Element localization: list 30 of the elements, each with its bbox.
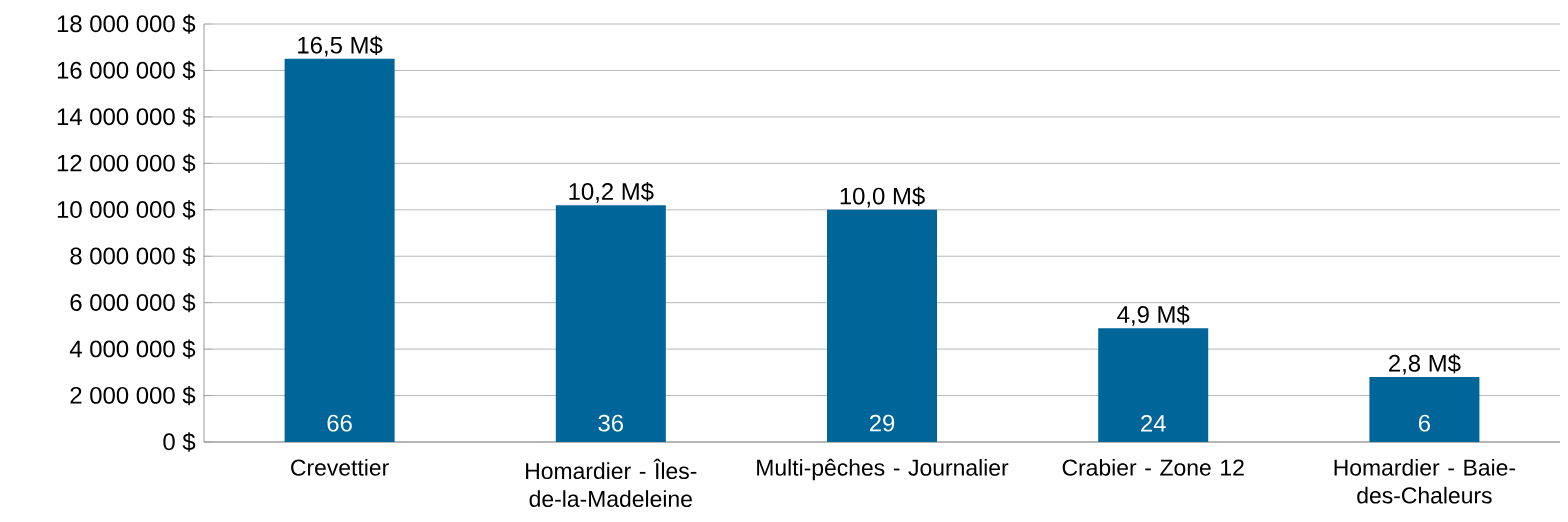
data-label: 2,8 M$ [1389,353,1461,375]
y-tick-label: 0 $ [163,432,196,452]
data-label: 10,2 M$ [569,182,654,203]
x-tick-label: Homardier - Îles-de-la-Madeleine [526,458,697,508]
bar [1098,328,1209,442]
annotation: 36 [598,414,624,432]
bar [555,205,666,442]
y-tick-label: 16 000 000 $ [57,60,196,81]
data-label: 16,5 M$ [298,35,383,57]
y-tick-label: 12 000 000 $ [57,153,196,174]
y-tick-label: 4 000 000 $ [69,339,196,359]
x-tick-label: Homardier - Baie-des-Chaleurs [1334,458,1516,504]
data-label: 4,9 M$ [1117,305,1190,326]
annotation: 66 [327,414,352,432]
x-tick-label: Crabier - Zone 12 [1062,458,1244,476]
bar [827,209,938,442]
annotation: 29 [869,414,895,432]
x-tick-label: Crevettier [291,458,389,476]
y-tick-label: 10 000 000 $ [57,200,196,220]
x-tick-label: Multi-pêches - Journalier [757,458,1009,481]
y-tick-label: 8 000 000 $ [70,246,196,266]
bar [1369,376,1480,442]
annotation: 24 [1141,414,1166,432]
y-tick-label: 14 000 000 $ [57,107,196,127]
y-tick-label: 18 000 000 $ [57,14,196,34]
y-tick-label: 6 000 000 $ [70,293,196,313]
data-label: 10,0 M$ [840,186,925,208]
bar [284,58,395,442]
y-tick-label: 2 000 000 $ [70,385,196,406]
annotation: 6 [1418,414,1431,432]
